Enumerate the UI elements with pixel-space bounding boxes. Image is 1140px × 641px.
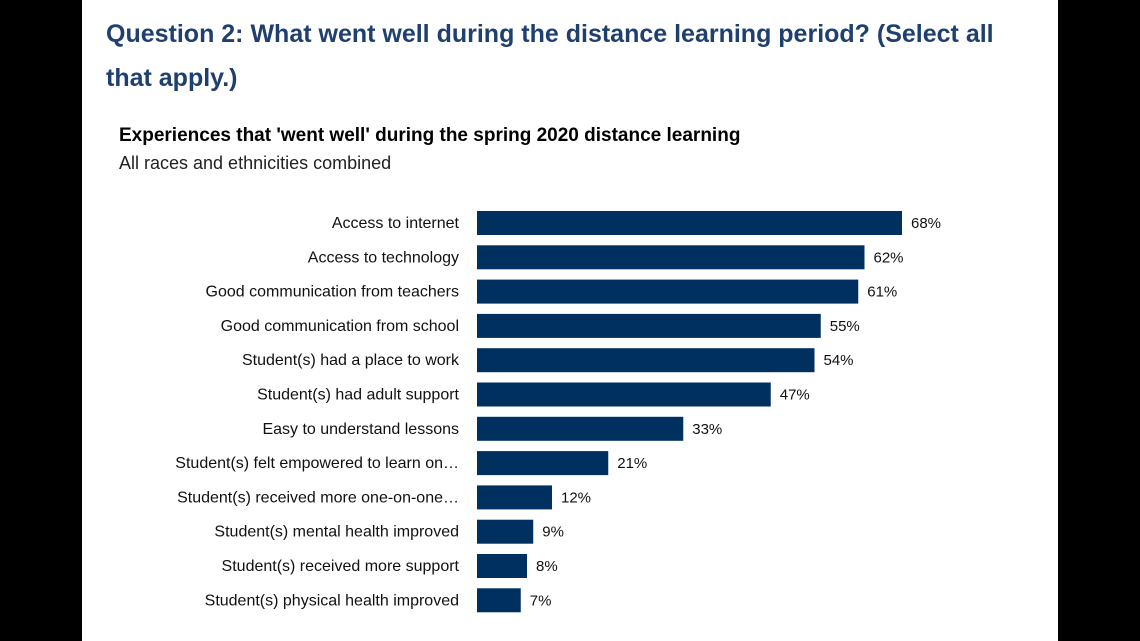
value-label: 55%: [830, 318, 860, 335]
bar: [477, 485, 552, 510]
bar: [477, 279, 859, 304]
value-label: 61%: [867, 284, 897, 301]
value-label: 54%: [824, 352, 854, 369]
category-label: Student(s) physical health improved: [205, 592, 459, 609]
value-label: 68%: [911, 215, 941, 232]
category-label: Student(s) felt empowered to learn on…: [175, 455, 459, 472]
category-label: Access to internet: [332, 215, 460, 232]
category-label: Student(s) had adult support: [257, 387, 459, 404]
question-heading: Question 2: What went well during the di…: [106, 20, 994, 92]
bar: [477, 554, 527, 578]
value-label: 9%: [542, 524, 564, 541]
category-label: Good communication from teachers: [206, 284, 459, 301]
category-label: Access to technology: [308, 249, 459, 266]
value-label: 47%: [780, 387, 810, 404]
bar: [477, 348, 815, 373]
value-label: 21%: [617, 455, 647, 472]
value-label: 33%: [692, 421, 722, 438]
value-label: 62%: [874, 249, 904, 266]
category-label: Student(s) had a place to work: [242, 352, 460, 369]
category-label: Student(s) mental health improved: [214, 524, 459, 541]
value-label: 7%: [530, 592, 552, 609]
value-label: 8%: [536, 558, 558, 575]
bar: [477, 519, 534, 544]
bar: [477, 313, 821, 338]
chart-subtitle: All races and ethnicities combined: [119, 153, 392, 173]
bar-chart: Access to internet 68% Access to technolog…: [175, 211, 941, 613]
bar: [477, 211, 902, 235]
category-label: Student(s) received more one-on-one…: [177, 489, 459, 506]
bar: [477, 416, 684, 441]
category-label: Easy to understand lessons: [262, 421, 459, 438]
bar: [477, 451, 609, 476]
chart-title: Experiences that 'went well' during the …: [119, 125, 741, 146]
category-label: Good communication from school: [221, 318, 459, 335]
slide: Question 2: What went well during the di…: [82, 0, 1058, 641]
bar: [477, 382, 771, 407]
bar: [477, 245, 865, 270]
value-label: 12%: [561, 489, 591, 506]
bar: [477, 588, 521, 613]
category-label: Student(s) received more support: [222, 558, 460, 575]
